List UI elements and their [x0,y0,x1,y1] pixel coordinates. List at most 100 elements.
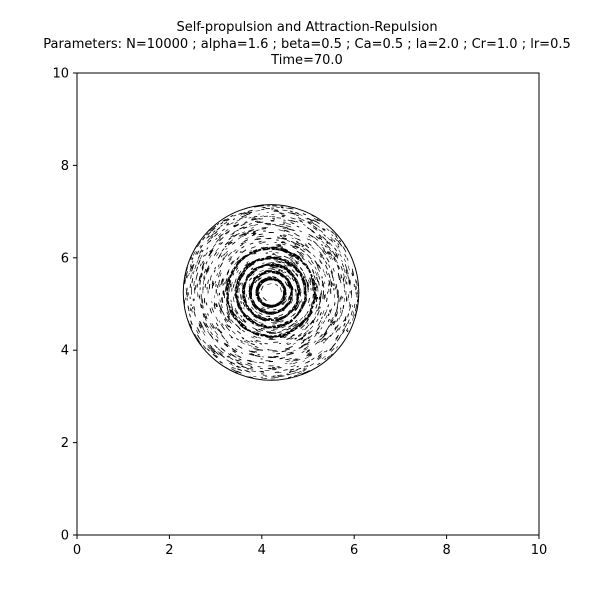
particle-trace [256,285,258,289]
particle-trace [292,334,295,336]
particle-trace [246,230,252,233]
particle-trace [203,268,207,274]
particle-trace [337,243,340,246]
particle-trace [341,260,343,263]
particle-trace [241,214,247,218]
particle-trace [225,231,230,235]
particle-trace [190,320,193,326]
particle-trace [289,368,294,371]
particle-trace [253,331,259,334]
particle-trace [287,254,293,257]
particle-trace [284,320,288,323]
particle-trace [211,323,214,327]
particle-trace [292,255,295,258]
particle-trace [237,355,242,359]
particle-trace [290,327,295,331]
particle-trace [222,218,226,222]
particle-trace [213,230,216,233]
particle-trace [311,246,315,250]
particle-trace [196,259,199,264]
particle-trace [238,301,241,307]
particle-trace [208,235,211,238]
particle-trace [324,337,327,341]
particle-trace [291,306,295,310]
particle-trace [226,359,231,363]
particle-trace [300,343,307,348]
particle-trace [255,210,261,212]
particle-trace [238,316,241,320]
particle-trace [254,341,258,343]
particle-trace [351,268,354,274]
particle-trace [329,348,333,352]
particle-trace [250,353,255,356]
particle-trace [240,212,246,215]
particle-trace [246,261,249,264]
particle-trace [321,280,324,286]
particle-trace [289,351,293,354]
particle-trace [299,317,304,322]
particle-trace [352,311,355,317]
particle-trace [244,295,247,301]
particle-trace [305,298,308,302]
particle-trace [224,230,230,235]
particle-trace [215,322,219,327]
particle-trace [313,340,317,343]
particle-trace [301,334,307,339]
particle-trace [318,246,322,250]
particle-trace [253,335,258,338]
particle-trace [322,269,325,273]
particle-trace [239,276,242,281]
particle-trace [320,334,324,338]
particle-trace [249,242,254,245]
particle-trace [212,353,218,359]
particle-trace [185,272,187,276]
particle-trace [250,227,254,229]
particle-trace [299,346,303,349]
particle-trace [310,303,313,308]
particle-trace [309,307,312,311]
particle-trace [222,311,225,316]
particle-trace [343,267,346,274]
particle-trace [284,229,289,232]
particle-trace [237,285,239,290]
particle-trace [340,313,343,316]
particle-trace [318,229,321,232]
particle-trace [296,365,299,368]
particle-trace [239,234,245,237]
particle-trace [277,326,281,328]
particle-trace [321,243,323,246]
particle-trace [252,231,256,233]
particle-trace [249,308,253,312]
particle-trace [235,250,239,253]
particle-trace [241,232,247,236]
particle-trace [238,358,242,361]
particle-trace [226,311,230,317]
particle-trace [206,241,210,244]
particle-trace [343,258,346,262]
particle-trace [284,258,290,262]
particle-trace [230,261,233,265]
particle-trace [199,241,201,244]
particle-trace [237,362,243,366]
particle-trace [207,328,209,331]
particle-trace [280,247,287,250]
particle-trace [335,329,338,333]
particle-trace [316,325,321,330]
particle-trace [231,281,233,287]
particle-trace [332,317,334,320]
particle-trace [316,218,321,222]
particle-trace [238,327,241,330]
particle-trace [317,357,322,361]
particle-trace [314,279,316,285]
particle-trace [294,259,297,262]
particle-trace [262,326,268,329]
particle-trace [210,235,214,239]
swarm-core-void [266,287,277,298]
particle-trace [288,295,290,300]
particle-trace [325,315,328,319]
particle-trace [294,338,297,340]
particle-trace [231,241,236,245]
particle-trace [344,316,347,321]
particle-trace [309,363,315,367]
